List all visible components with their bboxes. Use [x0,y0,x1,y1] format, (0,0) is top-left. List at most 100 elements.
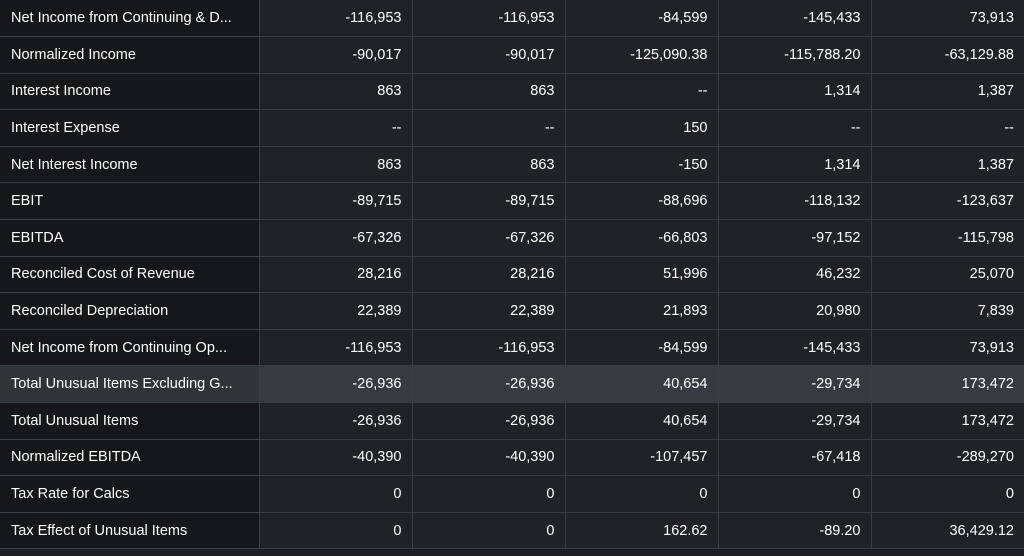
cell-value: -145,433 [718,329,872,367]
cell-value: -116,953 [412,329,566,367]
row-label: Interest Expense [0,109,260,147]
table-row[interactable]: Total Unusual Items -26,936 -26,936 40,6… [0,402,1024,440]
cell-value: 150 [565,109,719,147]
table-row[interactable]: Net Income from Continuing & D... -116,9… [0,0,1024,37]
cell-value: -26,936 [412,402,566,440]
cell-value: -67,326 [412,219,566,257]
cell-value: -- [871,109,1024,147]
row-label: Total Unusual Items Excluding G... [0,365,260,403]
cell-value: 863 [259,146,413,184]
cell-value: -29,734 [718,365,872,403]
table-row[interactable]: Net Interest Income 863 863 -150 1,314 1… [0,146,1024,184]
cell-value: -88,696 [565,182,719,220]
cell-value: -145,433 [718,0,872,37]
table-row[interactable]: EBITDA -67,326 -67,326 -66,803 -97,152 -… [0,219,1024,257]
cell-value: 21,893 [565,292,719,330]
table-row[interactable]: Tax Rate for Calcs 0 0 0 0 0 [0,475,1024,513]
cell-value: 28,216 [259,256,413,294]
table-row[interactable]: Normalized Income -90,017 -90,017 -125,0… [0,36,1024,74]
cell-value: -89,715 [412,182,566,220]
cell-value: -- [718,109,872,147]
cell-value: -40,390 [412,439,566,477]
cell-value: 46,232 [718,256,872,294]
cell-value: -29,734 [718,402,872,440]
row-label: Total Unusual Items [0,402,260,440]
row-label: Tax Rate for Calcs [0,475,260,513]
row-label: Interest Income [0,73,260,111]
cell-value: -107,457 [565,439,719,477]
cell-value: 73,913 [871,329,1024,367]
table-row[interactable]: Reconciled Cost of Revenue 28,216 28,216… [0,256,1024,294]
cell-value: -97,152 [718,219,872,257]
table-row[interactable]: Net Income from Continuing Op... -116,95… [0,329,1024,367]
cell-value: -125,090.38 [565,36,719,74]
cell-value: 25,070 [871,256,1024,294]
cell-value: 863 [412,73,566,111]
cell-value: -66,803 [565,219,719,257]
cell-value: -- [565,73,719,111]
cell-value: -- [259,109,413,147]
cell-value: 0 [718,475,872,513]
cell-value: -116,953 [412,0,566,37]
cell-value: 0 [871,475,1024,513]
cell-value: -40,390 [259,439,413,477]
cell-value: -26,936 [259,365,413,403]
cell-value: 40,654 [565,365,719,403]
row-label: Tax Effect of Unusual Items [0,512,260,550]
cell-value: 173,472 [871,402,1024,440]
cell-value: 0 [259,475,413,513]
table-row[interactable]: Interest Income 863 863 -- 1,314 1,387 [0,73,1024,111]
cell-value: -90,017 [412,36,566,74]
row-label: Net Interest Income [0,146,260,184]
table-row[interactable]: Interest Expense -- -- 150 -- -- [0,109,1024,147]
cell-value: -84,599 [565,0,719,37]
cell-value: 1,387 [871,146,1024,184]
row-label: Net Income from Continuing & D... [0,0,260,37]
cell-value: 0 [412,475,566,513]
cell-value: -89.20 [718,512,872,550]
cell-value: -84,599 [565,329,719,367]
cell-value: -118,132 [718,182,872,220]
table-row-highlighted[interactable]: Total Unusual Items Excluding G... -26,9… [0,365,1024,403]
row-label: EBITDA [0,219,260,257]
cell-value: -67,326 [259,219,413,257]
cell-value: -115,788.20 [718,36,872,74]
cell-value: 22,389 [412,292,566,330]
cell-value: -26,936 [412,365,566,403]
cell-value: 162.62 [565,512,719,550]
cell-value: 863 [259,73,413,111]
table-row[interactable]: Tax Effect of Unusual Items 0 0 162.62 -… [0,512,1024,550]
table-row[interactable]: Normalized EBITDA -40,390 -40,390 -107,4… [0,439,1024,477]
row-label: EBIT [0,182,260,220]
cell-value: 173,472 [871,365,1024,403]
cell-value: 863 [412,146,566,184]
cell-value: 1,387 [871,73,1024,111]
cell-value: 22,389 [259,292,413,330]
cell-value: 7,839 [871,292,1024,330]
row-label: Normalized Income [0,36,260,74]
cell-value: 1,314 [718,73,872,111]
cell-value: 1,314 [718,146,872,184]
cell-value: -89,715 [259,182,413,220]
table-row[interactable]: EBIT -89,715 -89,715 -88,696 -118,132 -1… [0,182,1024,220]
cell-value: -116,953 [259,0,413,37]
cell-value: -115,798 [871,219,1024,257]
cell-value: -123,637 [871,182,1024,220]
cell-value: -67,418 [718,439,872,477]
cell-value: 0 [565,475,719,513]
row-label: Reconciled Depreciation [0,292,260,330]
table-row[interactable]: Reconciled Depreciation 22,389 22,389 21… [0,292,1024,330]
row-label: Normalized EBITDA [0,439,260,477]
cell-value: 20,980 [718,292,872,330]
cell-value: -90,017 [259,36,413,74]
cell-value: 0 [259,512,413,550]
cell-value: 36,429.12 [871,512,1024,550]
row-label: Net Income from Continuing Op... [0,329,260,367]
cell-value: 51,996 [565,256,719,294]
cell-value: -- [412,109,566,147]
cell-value: -289,270 [871,439,1024,477]
cell-value: -150 [565,146,719,184]
cell-value: -26,936 [259,402,413,440]
